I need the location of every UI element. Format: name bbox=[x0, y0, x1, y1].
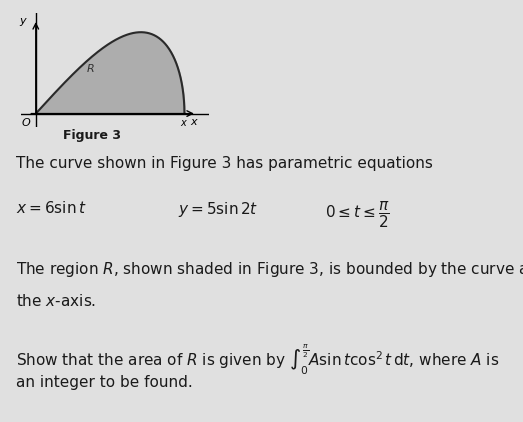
Text: an integer to be found.: an integer to be found. bbox=[16, 376, 192, 390]
Text: $R$: $R$ bbox=[86, 62, 95, 74]
Text: the $x$-axis.: the $x$-axis. bbox=[16, 293, 96, 309]
Text: $y$: $y$ bbox=[19, 16, 28, 28]
Text: The region $R$, shown shaded in Figure 3, is bounded by the curve and: The region $R$, shown shaded in Figure 3… bbox=[16, 260, 523, 279]
Text: $x = 6\sin t$: $x = 6\sin t$ bbox=[16, 200, 86, 216]
Text: $y = 5\sin 2t$: $y = 5\sin 2t$ bbox=[178, 200, 258, 219]
Text: The curve shown in Figure 3 has parametric equations: The curve shown in Figure 3 has parametr… bbox=[16, 156, 433, 171]
Text: $x$: $x$ bbox=[180, 118, 188, 128]
Text: Figure 3: Figure 3 bbox=[63, 129, 121, 141]
Text: $O$: $O$ bbox=[21, 116, 31, 128]
Text: $0 \leq t \leq \dfrac{\pi}{2}$: $0 \leq t \leq \dfrac{\pi}{2}$ bbox=[325, 200, 390, 230]
Text: $x$: $x$ bbox=[190, 117, 199, 127]
Text: Show that the area of $R$ is given by $\int_0^{\frac{\pi}{2}} A\sin t\cos^2 t\, : Show that the area of $R$ is given by $\… bbox=[16, 343, 499, 376]
